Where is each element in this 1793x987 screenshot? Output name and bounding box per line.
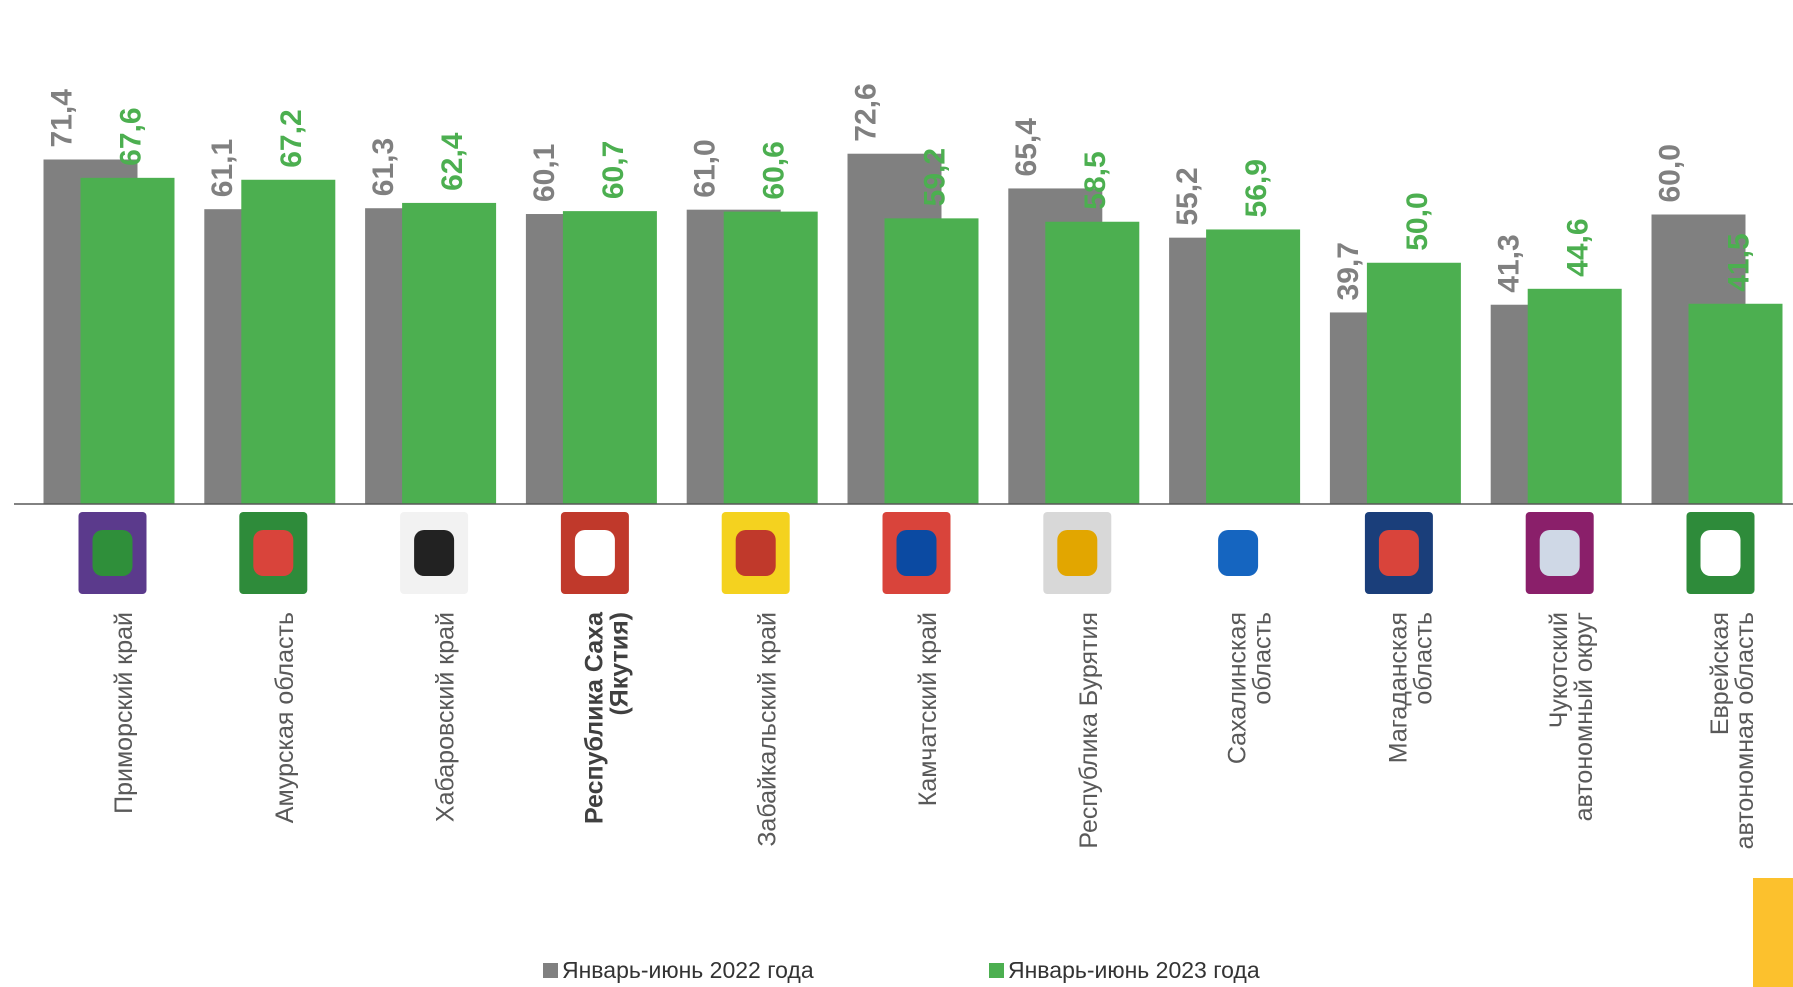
value-label: 41,5 (1722, 233, 1755, 291)
bar (402, 202, 497, 505)
bar (1045, 221, 1140, 505)
value-label: 62,4 (436, 132, 469, 191)
bar (723, 211, 818, 505)
value-label: 41,3 (1493, 234, 1526, 292)
value-label: 60,7 (597, 141, 630, 199)
emblem-detail (1218, 530, 1259, 576)
value-label: 44,6 (1562, 218, 1595, 276)
corner-badge (1753, 878, 1793, 987)
category-label: Приморский край (110, 612, 138, 814)
emblem-detail (896, 530, 937, 576)
value-label: 71,4 (45, 89, 78, 148)
category-label: Магаданскаяобласть (1384, 612, 1437, 763)
category-label: Республика Бурятия (1075, 612, 1103, 849)
value-label: 61,0 (689, 139, 722, 197)
emblem-detail (735, 530, 776, 576)
value-label: 61,3 (367, 138, 400, 196)
value-label: 60,0 (1653, 144, 1686, 202)
legend-label: Январь-июнь 2023 года (1008, 957, 1260, 983)
value-label: 67,2 (275, 109, 308, 167)
bar (1366, 262, 1461, 504)
value-label: 59,2 (918, 148, 951, 206)
category-label: Амурская область (271, 612, 299, 823)
category-label: Забайкальский край (753, 612, 781, 847)
value-label: 72,6 (849, 83, 882, 141)
emblem-detail (253, 530, 294, 576)
emblem-detail (574, 530, 615, 576)
category-label: Сахалинскаяобласть (1223, 612, 1276, 764)
bar (1688, 303, 1783, 504)
value-label: 60,6 (758, 141, 791, 199)
category-label: Республика Саха(Якутия) (580, 611, 633, 824)
legend-label: Январь-июнь 2022 года (562, 957, 814, 983)
bar (241, 179, 336, 504)
emblem-detail (92, 530, 133, 576)
emblem-detail (1700, 530, 1741, 576)
category-label: Хабаровский край (432, 612, 460, 822)
bar (562, 211, 657, 504)
value-label: 67,6 (114, 107, 147, 165)
legend-swatch (989, 963, 1004, 978)
emblem-detail (414, 530, 455, 576)
emblem-detail (1057, 530, 1098, 576)
legend-swatch (543, 963, 558, 978)
emblem-detail (1539, 530, 1580, 576)
emblem-detail (1378, 530, 1419, 576)
value-label: 60,1 (528, 144, 561, 202)
value-label: 56,9 (1240, 159, 1273, 217)
value-label: 39,7 (1332, 242, 1365, 300)
value-label: 61,1 (206, 139, 239, 197)
category-label: Камчатский край (914, 612, 942, 806)
bar (1206, 229, 1301, 504)
category-label: Еврейскаяавтономная область (1706, 612, 1759, 849)
bar (80, 177, 175, 504)
category-label: Чукотскийавтономный округ (1545, 612, 1598, 821)
bar (1527, 288, 1622, 504)
value-label: 65,4 (1010, 118, 1043, 177)
bar (884, 218, 979, 505)
value-label: 55,2 (1171, 167, 1204, 225)
value-label: 58,5 (1079, 151, 1112, 209)
value-label: 50,0 (1401, 192, 1434, 250)
